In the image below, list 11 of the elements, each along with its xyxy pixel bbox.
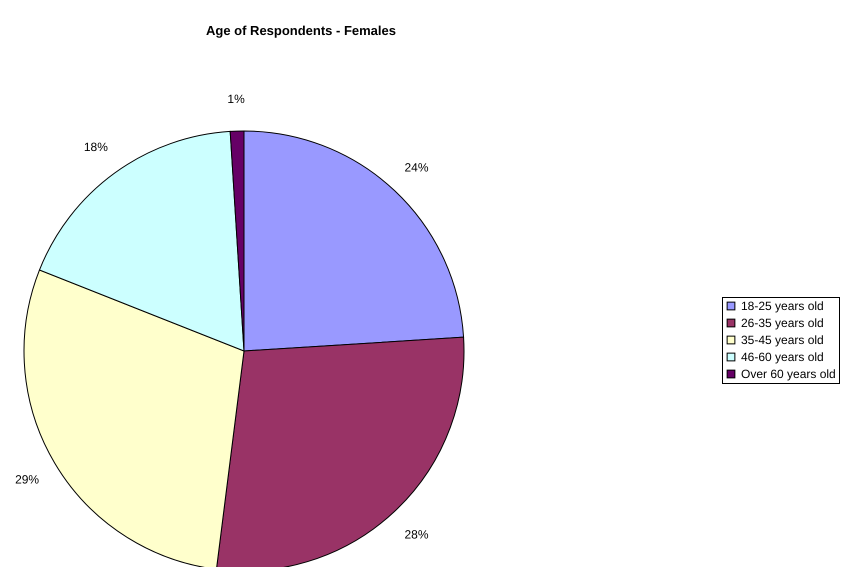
legend-label: 18-25 years old [741,299,824,313]
data-label: 24% [404,160,429,174]
data-label: 29% [15,472,40,486]
legend-label: 46-60 years old [741,350,824,364]
legend-label: 35-45 years old [741,333,824,347]
data-label: 1% [227,92,246,106]
chart-title: Age of Respondents - Females [206,23,396,38]
data-label: 18% [84,140,108,154]
data-label: 28% [404,528,429,542]
legend-label: Over 60 years old [741,367,836,381]
legend-label: 26-35 years old [741,316,824,330]
